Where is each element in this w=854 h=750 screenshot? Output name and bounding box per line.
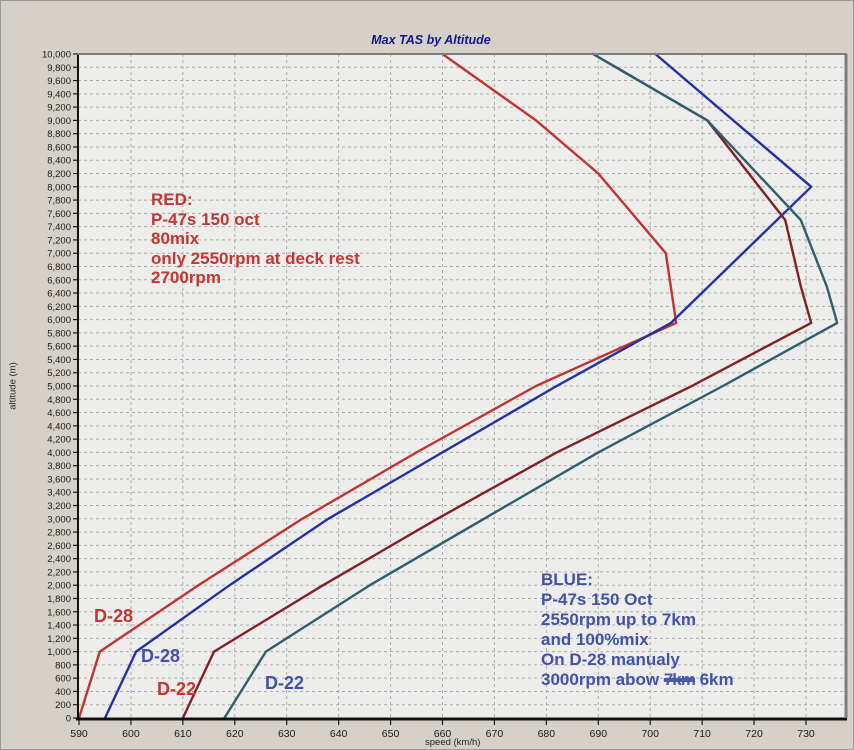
y-tick-label: 3,600 [47,474,71,485]
y-tick-label: 3,000 [47,514,71,525]
blue-annotation-line: P-47s 150 Oct [541,590,653,609]
y-tick-label: 7,400 [47,222,71,233]
y-tick-label: 6,400 [47,289,71,300]
y-tick-label: 10,000 [42,50,71,61]
blue-annotation-prefix: 3000rpm abow [541,670,664,689]
x-tick-label: 620 [226,728,244,740]
series-line-0 [77,52,678,720]
y-tick-label: 1,000 [47,647,71,658]
x-tick-label: 590 [70,728,88,740]
x-tick-label: 650 [382,728,400,740]
blue-annotation-line-corrected: 3000rpm abow 7km 6km [541,670,734,690]
x-tick-label: 640 [330,728,348,740]
y-tick-label: 200 [55,700,71,711]
y-tick-label: 1,600 [47,607,71,618]
x-tick-label: 660 [434,728,452,740]
y-tick-label: 4,000 [47,448,71,459]
y-tick-label: 5,600 [47,342,71,353]
y-axis-title: altitude (m) [7,362,19,410]
y-tick-label: 3,800 [47,461,71,472]
x-tick-label: 610 [174,728,192,740]
y-tick-label: 400 [55,687,71,698]
y-tick-label: 2,200 [47,567,71,578]
blue-annotation-line: BLUE: [541,570,593,589]
x-tick-label: 600 [122,728,140,740]
blue-annotation: BLUE: P-47s 150 Oct 2550rpm up to 7km an… [541,570,734,690]
y-tick-label: 6,600 [47,275,71,286]
y-tick-label: 3,400 [47,488,71,499]
x-axis-title: speed (km/h) [425,737,481,748]
y-tick-label: 5,000 [47,382,71,393]
x-tick-label: 700 [641,728,659,740]
y-tick-label: 4,600 [47,408,71,419]
y-tick-label: 2,800 [47,528,71,539]
y-tick-label: 7,600 [47,209,71,220]
y-tick-label: 9,200 [47,103,71,114]
red-annotation-line: 2700rpm [151,268,221,287]
red-annotation-line: only 2550rpm at deck rest [151,248,360,268]
blue-annotation-line: and 100%mix [541,630,649,649]
y-tick-label: 9,800 [47,63,71,74]
blue-annotation-line: 2550rpm up to 7km [541,610,696,629]
y-tick-label: 9,600 [47,76,71,87]
y-tick-label: 1,200 [47,634,71,645]
red-annotation-line: RED: [151,190,193,209]
gridlines [78,54,845,718]
series-line-1 [103,52,813,720]
y-tick-label: 8,200 [47,169,71,180]
y-tick-label: 7,000 [47,249,71,260]
x-tick-label: 630 [278,728,296,740]
y-tick-label: 8,600 [47,142,71,153]
y-tick-label: 1,800 [47,594,71,605]
chart-title: Max TAS by Altitude [371,33,491,47]
red-annotation-line: 80mix [151,229,200,248]
y-tick-label: 7,800 [47,196,71,207]
x-tick-label: 720 [745,728,763,740]
x-tick-label: 710 [693,728,711,740]
y-tick-label: 2,600 [47,541,71,552]
y-tick-label: 0 [66,714,71,725]
series-line-3 [223,52,839,720]
series-line-2 [181,52,813,720]
y-tick-label: 8,000 [47,182,71,193]
y-tick-label: 9,400 [47,89,71,100]
blue-annotation-struck-value: 7km [663,670,696,689]
red-annotation-line: P-47s 150 oct [151,209,260,229]
y-tick-label: 800 [55,660,71,671]
y-tick-label: 5,200 [47,368,71,379]
y-tick-label: 4,800 [47,395,71,406]
red-annotation: RED: P-47s 150 oct 80mix only 2550rpm at… [151,190,360,288]
series-label-blue-d22: D-22 [265,673,305,693]
series-label-red-d28: D-28 [94,606,134,626]
y-tick-label: 6,800 [47,262,71,273]
blue-annotation-corrected-value: 6km [694,670,734,689]
x-tick-label: 690 [590,728,608,740]
x-tick-label: 680 [538,728,556,740]
y-tick-label: 2,000 [47,581,71,592]
y-tick-label: 8,400 [47,156,71,167]
y-tick-label: 5,400 [47,355,71,366]
y-tick-label: 6,000 [47,315,71,326]
y-tick-label: 7,200 [47,235,71,246]
y-tick-label: 600 [55,674,71,685]
y-tick-label: 5,800 [47,328,71,339]
y-tick-label: 2,400 [47,554,71,565]
blue-annotation-line: On D-28 manualy [541,650,680,669]
y-tick-label: 9,000 [47,116,71,127]
y-tick-label: 6,200 [47,302,71,313]
x-tick-label: 670 [486,728,504,740]
series-label-blue-d28: D-28 [141,646,181,666]
y-tick-label: 4,200 [47,435,71,446]
x-tick-label: 730 [797,728,815,740]
y-tick-label: 3,200 [47,501,71,512]
series-label-red-d22: D-22 [157,679,197,699]
y-tick-label: 4,400 [47,421,71,432]
y-tick-label: 8,800 [47,129,71,140]
y-tick-label: 1,400 [47,621,71,632]
